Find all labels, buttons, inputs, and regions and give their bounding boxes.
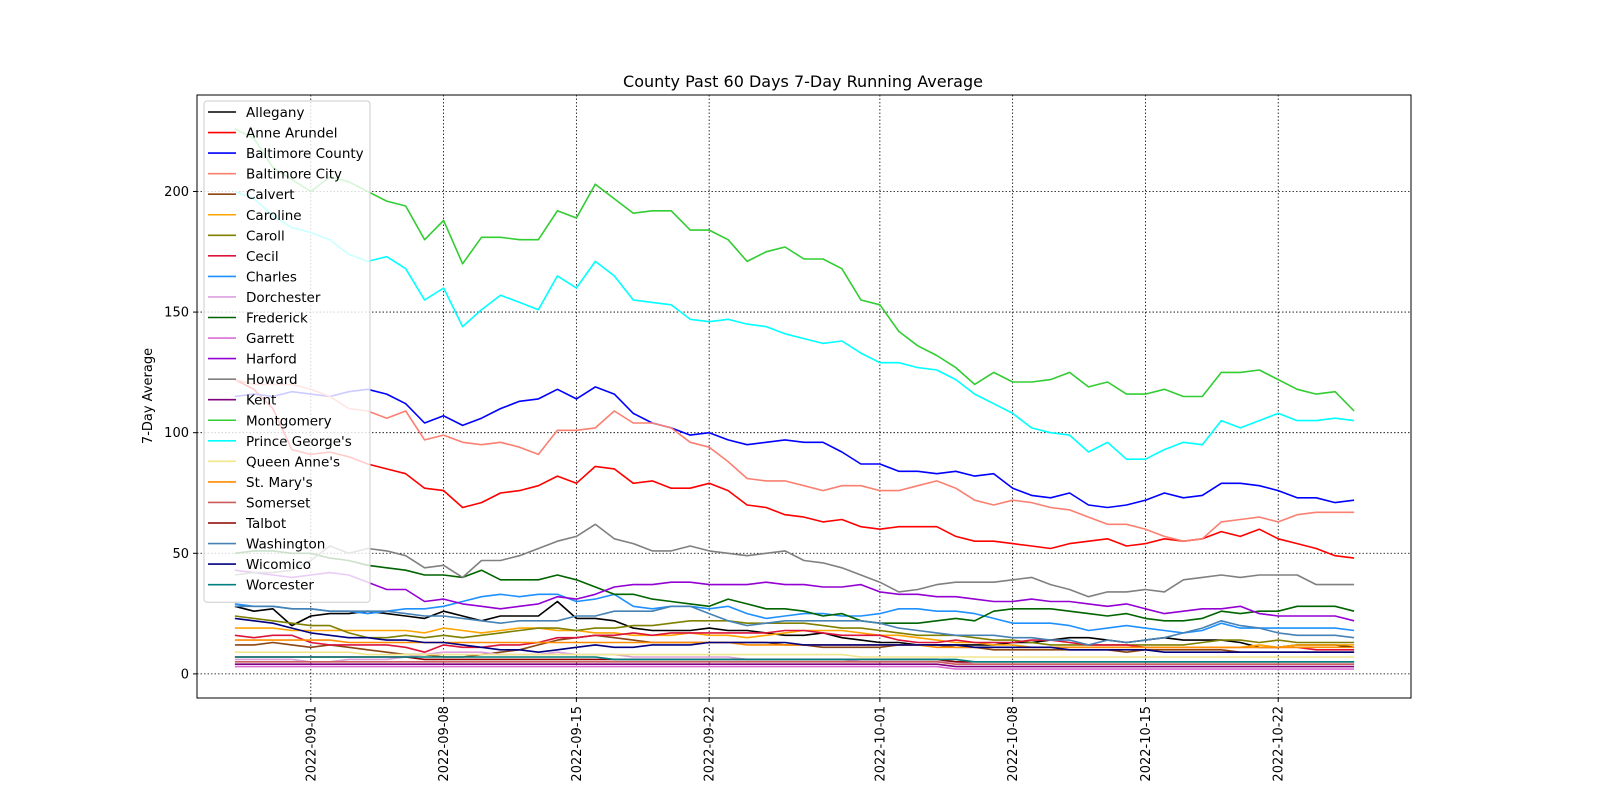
series-layer [234, 128, 1355, 670]
x-tick-label: 2022-09-22 [703, 706, 718, 782]
plot-frame [196, 94, 1412, 699]
y-axis: 0 50 100 150 200 [164, 185, 197, 682]
y-tick-label: 100 [164, 426, 189, 441]
legend-label: Dorchester [246, 290, 321, 306]
series-line-worcester [234, 656, 1355, 663]
x-axis: 2022-09-01 2022-09-08 2022-09-15 2022-09-22… [304, 698, 1287, 782]
series-line-garrett [234, 665, 1355, 670]
series-line-somerset [234, 660, 1355, 666]
series-line-baltimore-city [234, 378, 1355, 543]
legend-label: Kent [246, 393, 276, 409]
legend-label: Prince George's [246, 434, 352, 450]
series-line-montgomery [234, 128, 1355, 412]
y-tick-label: 150 [164, 306, 189, 321]
x-tick-label: 2022-09-08 [437, 706, 452, 782]
legend-label: Baltimore County [246, 146, 364, 162]
series-line-frederick [234, 550, 1355, 625]
y-tick-label: 200 [164, 185, 189, 200]
series-line-harford [234, 569, 1355, 622]
legend-label: Caroll [246, 228, 285, 244]
legend-label: Washington [246, 537, 325, 553]
series-line-howard [234, 523, 1355, 598]
series-line-baltimore-county [234, 386, 1355, 509]
legend-label: Queen Anne's [246, 454, 340, 470]
x-tick-label: 2022-09-15 [570, 706, 585, 782]
series-line-caroll [234, 615, 1355, 646]
legend-label: Calvert [246, 187, 295, 203]
legend-label: Harford [246, 352, 297, 368]
legend-label: Baltimore City [246, 167, 342, 183]
legend-label: Frederick [246, 311, 308, 327]
legend-label: Howard [246, 372, 298, 388]
legend-label: St. Mary's [246, 475, 313, 491]
legend-label: Somerset [246, 495, 310, 511]
x-tick-label: 2022-10-22 [1272, 706, 1287, 782]
legend-label: Cecil [246, 249, 279, 265]
y-tick-label: 0 [181, 667, 189, 682]
series-line-washington [234, 605, 1355, 646]
legend-label: Worcester [246, 578, 314, 594]
series-line-anne-arundel [234, 378, 1355, 559]
series-line-charles [234, 593, 1355, 634]
legend-label: Anne Arundel [246, 126, 337, 142]
grid [197, 95, 1411, 698]
legend: Allegany Anne Arundel Baltimore County Balt… [203, 100, 371, 603]
series-line-cecil [234, 629, 1355, 654]
series-line-wicomico [234, 617, 1355, 654]
legend-label: Charles [246, 269, 297, 285]
x-tick-label: 2022-10-15 [1139, 706, 1154, 782]
y-axis-label: 7-Day Average [141, 348, 156, 444]
series-line-queen-anne-s [234, 651, 1355, 658]
legend-box [203, 100, 371, 603]
series-line-allegany [234, 600, 1355, 649]
legend-label: Montgomery [246, 413, 332, 429]
legend-label: Wicomico [246, 557, 311, 573]
x-tick-label: 2022-09-01 [304, 706, 319, 782]
x-tick-label: 2022-10-08 [1006, 706, 1021, 782]
y-tick-label: 50 [172, 547, 189, 562]
legend-label: Caroline [246, 208, 302, 224]
chart-title: County Past 60 Days 7-Day Running Averag… [623, 72, 983, 91]
legend-label: Allegany [246, 105, 304, 121]
series-line-prince-george-s [234, 190, 1355, 461]
legend-label: Garrett [246, 331, 294, 347]
series-line-kent [234, 663, 1355, 668]
x-tick-label: 2022-10-01 [873, 706, 888, 782]
legend-label: Talbot [245, 516, 286, 532]
